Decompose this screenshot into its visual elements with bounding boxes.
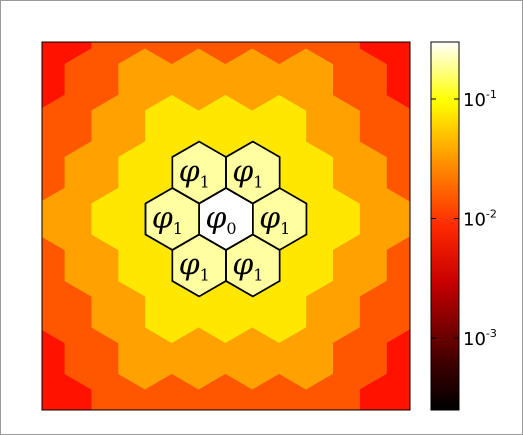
phi1-label: φ1 [232, 248, 263, 285]
phi1-label: φ1 [152, 201, 183, 238]
phi-symbol: φ [259, 201, 280, 236]
phi-subscript: 1 [200, 173, 210, 192]
phi1-label: φ1 [179, 155, 210, 192]
phi-subscript: 0 [226, 219, 236, 238]
phi-subscript: 1 [253, 173, 263, 192]
hex-cell [386, 329, 410, 388]
phi1-label: φ1 [232, 155, 263, 192]
hex-cell [386, 143, 410, 202]
colorbar-gradient [430, 41, 460, 411]
phi-symbol: φ [232, 155, 253, 190]
phi-symbol: φ [205, 201, 226, 236]
colorbar-tick-label: 10-1 [463, 88, 497, 111]
hex-cell [386, 236, 410, 295]
phi-symbol: φ [152, 201, 173, 236]
colorbar: 10-1 10-2 10-3 [430, 41, 497, 411]
phi-subscript: 1 [200, 266, 210, 285]
phi-subscript: 1 [280, 219, 290, 238]
phi-subscript: 1 [173, 219, 183, 238]
colorbar-ticks: 10-1 10-2 10-3 [431, 88, 497, 350]
phi1-label: φ1 [179, 248, 210, 285]
hex-cells [42, 42, 410, 410]
hex-cell-outline [252, 187, 308, 251]
colorbar-tick-label: 10-3 [463, 327, 497, 350]
plot-frame [41, 41, 411, 411]
colorbar-tick-label: 10-2 [463, 208, 497, 231]
phi1-label: φ1 [259, 201, 290, 238]
hex-cell [386, 50, 410, 109]
phi0-label: φ0 [205, 201, 236, 238]
phi-symbol: φ [179, 155, 200, 190]
hex-cell [359, 42, 410, 65]
phi-subscript: 1 [253, 266, 263, 285]
phi-symbol: φ [232, 248, 253, 283]
phi-symbol: φ [179, 248, 200, 283]
